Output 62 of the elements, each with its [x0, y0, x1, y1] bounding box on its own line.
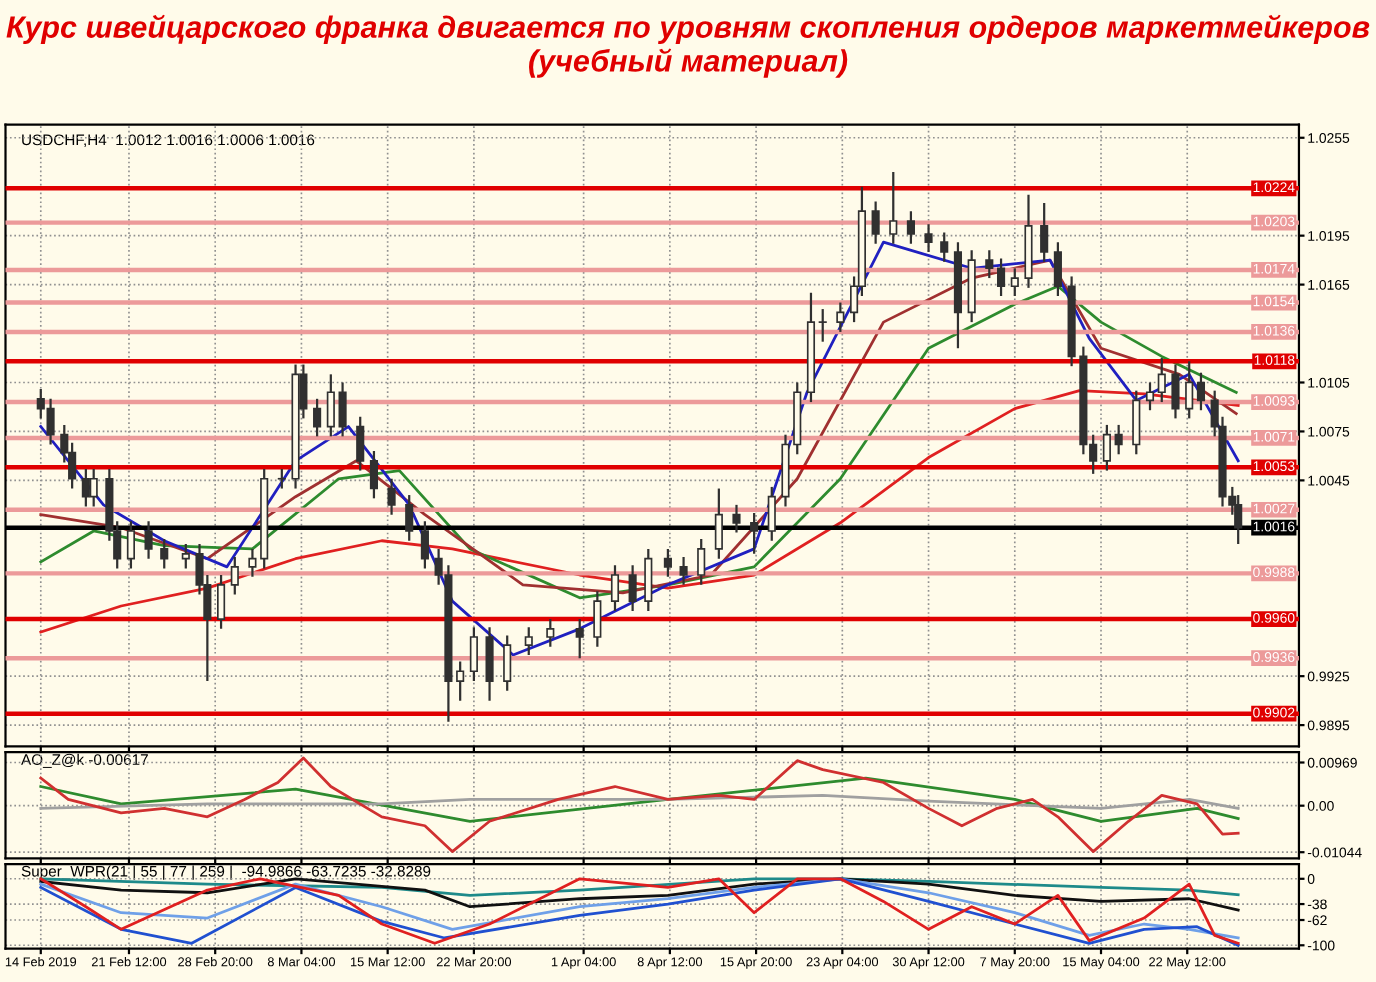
line-series: [39, 877, 1240, 912]
candlestick: [1157, 356, 1166, 404]
candlestick: [217, 573, 226, 630]
candlestick: [456, 660, 465, 702]
candlestick: [750, 511, 759, 555]
candlestick: [503, 634, 512, 692]
chart-title: Курс швейцарского франка двигается по уровням скопления ордеров маркетмейкеров (учебный материал): [6, 14, 1370, 78]
candlestick: [230, 555, 239, 596]
candlestick: [906, 210, 915, 245]
candlestick: [697, 538, 706, 586]
candlestick: [628, 564, 637, 613]
candlestick: [546, 617, 555, 648]
line-series: [39, 776, 1240, 823]
candlestick: [663, 547, 672, 578]
candlestick: [644, 547, 653, 613]
candlestick: [1010, 267, 1019, 298]
candlestick: [985, 249, 994, 280]
candlestick: [405, 493, 414, 542]
candlestick: [485, 626, 494, 702]
line-series: [39, 389, 1240, 634]
candlestick: [126, 520, 135, 570]
candlestick: [767, 485, 776, 542]
candlestick: [277, 467, 286, 490]
candlestick: [871, 200, 880, 245]
candlestick: [610, 564, 620, 613]
candlestick: [338, 381, 347, 438]
candlestick: [1145, 381, 1155, 412]
candlestick: [469, 626, 478, 683]
candlestick: [1171, 363, 1180, 420]
candlestick: [1234, 493, 1243, 546]
candlestick: [924, 223, 933, 254]
candlestick: [369, 449, 379, 500]
candlestick: [160, 538, 169, 570]
candlestick: [575, 617, 584, 660]
candlestick: [81, 467, 90, 508]
line-series: [39, 877, 1240, 897]
candlestick: [313, 397, 322, 438]
candlestick: [1185, 360, 1194, 420]
candlestick: [1040, 201, 1049, 263]
candlestick: [593, 590, 602, 648]
candlestick: [1102, 423, 1111, 472]
candlestick: [144, 520, 153, 560]
candlestick: [1053, 241, 1062, 298]
candlestick: [940, 231, 949, 263]
candlestick: [524, 626, 533, 657]
candlestick: [181, 542, 190, 570]
candlestick: [1196, 371, 1206, 412]
candlestick: [1132, 389, 1141, 456]
candlestick: [326, 373, 335, 438]
candlestick: [420, 520, 429, 570]
candlestick: [714, 487, 723, 560]
candlestick: [732, 503, 741, 534]
candlestick: [996, 257, 1006, 298]
candlestick: [836, 301, 845, 334]
line-series: [39, 794, 1240, 810]
candlestick: [356, 415, 365, 472]
candlestick: [818, 307, 827, 343]
candlestick: [679, 555, 688, 586]
candlestick: [889, 170, 898, 245]
candlestick: [89, 467, 98, 508]
candlestick: [1114, 423, 1123, 456]
candlestick: [387, 477, 396, 516]
